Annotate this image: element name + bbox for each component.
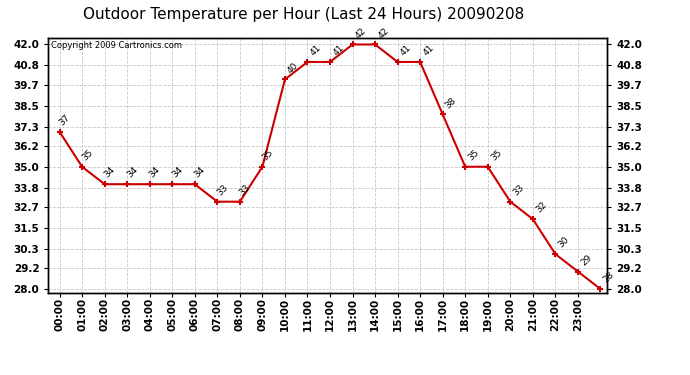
- Text: 38: 38: [444, 96, 458, 110]
- Text: 42: 42: [376, 26, 391, 40]
- Text: 37: 37: [57, 113, 72, 128]
- Text: 34: 34: [193, 165, 207, 180]
- Text: 35: 35: [80, 148, 95, 162]
- Text: 34: 34: [148, 165, 162, 180]
- Text: 34: 34: [170, 165, 184, 180]
- Text: 35: 35: [260, 148, 275, 162]
- Text: 35: 35: [466, 148, 481, 162]
- Text: 28: 28: [602, 270, 616, 285]
- Text: 29: 29: [579, 253, 593, 267]
- Text: 30: 30: [557, 235, 571, 250]
- Text: 42: 42: [354, 26, 368, 40]
- Text: Copyright 2009 Cartronics.com: Copyright 2009 Cartronics.com: [51, 41, 182, 50]
- Text: 34: 34: [102, 165, 117, 180]
- Text: 41: 41: [422, 43, 435, 58]
- Text: 41: 41: [399, 43, 413, 58]
- Text: 41: 41: [308, 43, 323, 58]
- Text: 34: 34: [125, 165, 139, 180]
- Text: 40: 40: [286, 61, 300, 75]
- Text: 33: 33: [215, 183, 230, 197]
- Text: 33: 33: [511, 183, 526, 197]
- Text: 35: 35: [489, 148, 504, 162]
- Text: 32: 32: [534, 200, 549, 215]
- Text: Outdoor Temperature per Hour (Last 24 Hours) 20090208: Outdoor Temperature per Hour (Last 24 Ho…: [83, 8, 524, 22]
- Text: 41: 41: [331, 43, 346, 58]
- Text: 33: 33: [237, 183, 252, 197]
